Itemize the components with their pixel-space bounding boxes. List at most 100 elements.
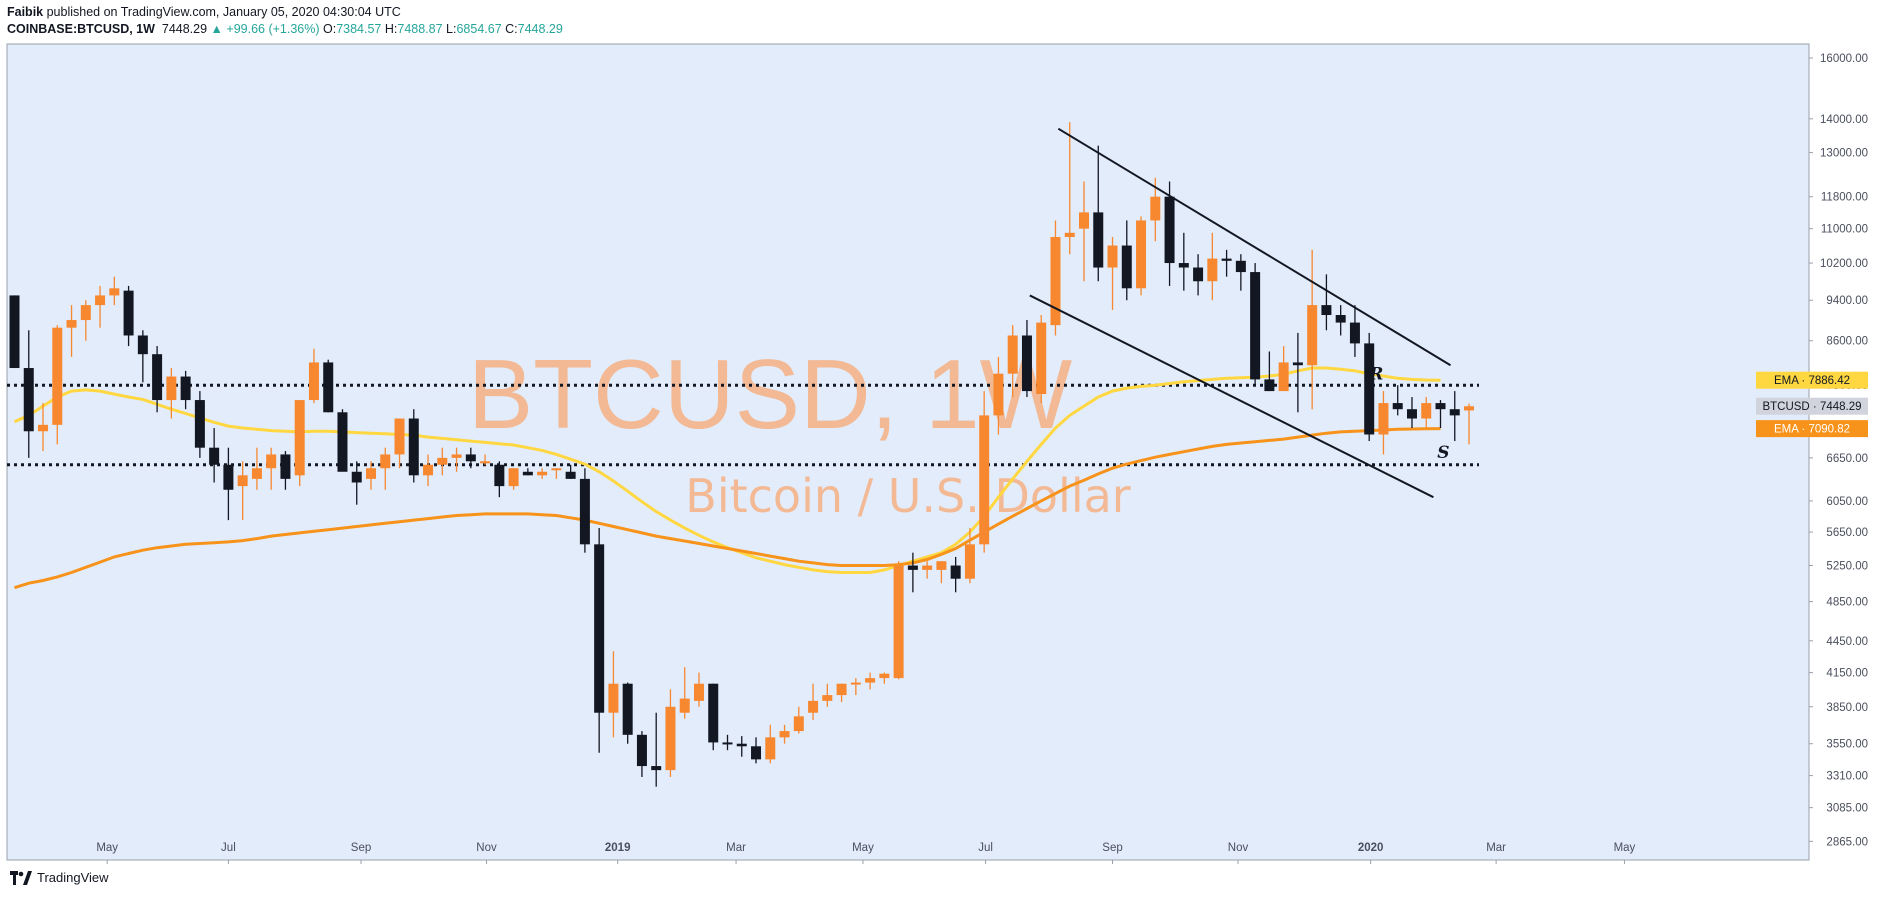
ema-fast-badge-bg — [1756, 371, 1868, 389]
candle-body — [608, 683, 619, 713]
candle-body — [950, 565, 961, 579]
y-tick-label: 4450.00 — [1826, 636, 1868, 648]
candle-body — [209, 447, 220, 465]
close-value: 7448.29 — [517, 22, 563, 36]
last-price: 7448.29 — [161, 22, 208, 36]
candle-body — [708, 683, 719, 743]
y-tick-label: 6650.00 — [1826, 453, 1868, 465]
tradingview-footer[interactable]: TradingView — [10, 870, 109, 885]
chart-background — [6, 43, 1810, 861]
symbol-label: COINBASE:BTCUSD, 1W — [7, 22, 155, 36]
candle-body — [1264, 379, 1275, 392]
close-label: C: — [505, 22, 518, 36]
ema-line-slow — [14, 427, 1441, 590]
candle-body — [1406, 409, 1417, 419]
y-tick-label: 4150.00 — [1826, 668, 1868, 680]
candle-body — [166, 376, 177, 401]
x-tick-label: Jul — [221, 842, 236, 854]
y-tick-label: 3310.00 — [1826, 771, 1868, 783]
candle-body — [808, 700, 819, 713]
price-axis[interactable]: 16000.00 14000.00 13000.00 11800.00 11000.00… — [1809, 53, 1868, 848]
candle-body — [765, 737, 776, 760]
author-name[interactable]: Faibik — [7, 5, 44, 19]
x-tick-label: Mar — [726, 842, 746, 854]
ema-lines — [13, 366, 1441, 590]
ema-slow-badge: EMA · 7090.82 — [1774, 424, 1850, 436]
trend-line-0 — [1057, 127, 1451, 367]
price-change: ▲ +99.66 (+1.36%) — [210, 22, 320, 36]
candle-body — [366, 468, 376, 479]
candle-body — [651, 766, 662, 771]
y-tick-label: 3850.00 — [1826, 702, 1868, 714]
candle-body — [579, 478, 590, 545]
y-tick-label: 6050.00 — [1826, 496, 1868, 508]
x-tick-label: Nov — [1228, 842, 1249, 854]
candle-body — [1093, 212, 1104, 268]
candle-body — [137, 335, 148, 355]
y-tick-label: 11800.00 — [1821, 192, 1868, 204]
x-tick-label: Jul — [978, 842, 993, 854]
candle-body — [964, 544, 975, 579]
candle-body — [223, 464, 234, 490]
candle-body — [1164, 196, 1175, 264]
y-tick-label: 3550.00 — [1826, 739, 1868, 751]
current-price-badge: BTCUSD · 7448.29 — [1762, 401, 1861, 413]
candle-body — [9, 295, 20, 369]
candle-body — [66, 320, 77, 328]
candle-body — [1349, 322, 1360, 344]
candle-body — [1050, 237, 1061, 326]
candle-body — [1235, 260, 1246, 273]
candle-body — [351, 471, 362, 483]
y-tick-label: 5250.00 — [1826, 561, 1868, 573]
y-tick-label: 4850.00 — [1826, 597, 1868, 609]
candle-body — [423, 464, 434, 476]
candle-body — [636, 734, 647, 767]
candle-body — [1064, 232, 1075, 238]
candle-body — [437, 457, 448, 465]
candle-body — [266, 454, 277, 469]
candle-body — [23, 368, 34, 432]
x-tick-label: Sep — [351, 842, 371, 854]
watermark-subtitle: Bitcoin / U.S. Dollar — [685, 469, 1131, 523]
candle-body — [1121, 245, 1132, 289]
annotation-S: S — [1437, 443, 1449, 463]
published-text: published on TradingView.com, January 05… — [46, 5, 401, 19]
candle-body — [1435, 403, 1446, 410]
candle-body — [1036, 322, 1047, 395]
symbol-watermark: BTCUSD, 1W Bitcoin / U.S. Dollar — [468, 339, 1131, 523]
candle-body — [522, 471, 533, 476]
tradingview-brand: TradingView — [37, 870, 109, 885]
candle-body — [537, 471, 548, 476]
candle-body — [180, 376, 191, 401]
tradingview-logo-icon — [10, 870, 32, 885]
candle-body — [1207, 258, 1218, 282]
ema-slow-badge-bg — [1756, 420, 1868, 438]
x-tick-label: Sep — [1102, 842, 1122, 854]
y-tick-label: 13000.00 — [1820, 148, 1868, 160]
y-tick-label: 10200.00 — [1820, 258, 1868, 270]
annotations: RS — [1368, 364, 1449, 462]
candle-body — [280, 454, 291, 479]
trend-line-1 — [1029, 294, 1434, 499]
candle-body — [722, 742, 733, 745]
candle-body — [879, 673, 890, 679]
candle-body — [494, 464, 505, 487]
open-value: 7384.57 — [336, 22, 382, 36]
candle-body — [1335, 315, 1346, 323]
candle-body — [736, 743, 747, 747]
candle-body — [565, 471, 576, 479]
low-label: L: — [446, 22, 457, 36]
candle-body — [979, 415, 990, 545]
candle-body — [109, 288, 120, 296]
candle-body — [850, 682, 861, 685]
time-axis[interactable]: May Jul Sep Nov 2019 Mar May Jul Sep Nov 2020 Mar Ma… — [96, 842, 1636, 864]
candle-body — [323, 362, 334, 413]
candle-body — [1193, 267, 1204, 282]
low-value: 6854.67 — [456, 22, 502, 36]
candle-body — [793, 716, 804, 732]
candle-body — [1307, 305, 1318, 366]
y-tick-label: 5650.00 — [1826, 527, 1868, 539]
candle-body — [380, 454, 391, 469]
candle-body — [394, 418, 405, 455]
